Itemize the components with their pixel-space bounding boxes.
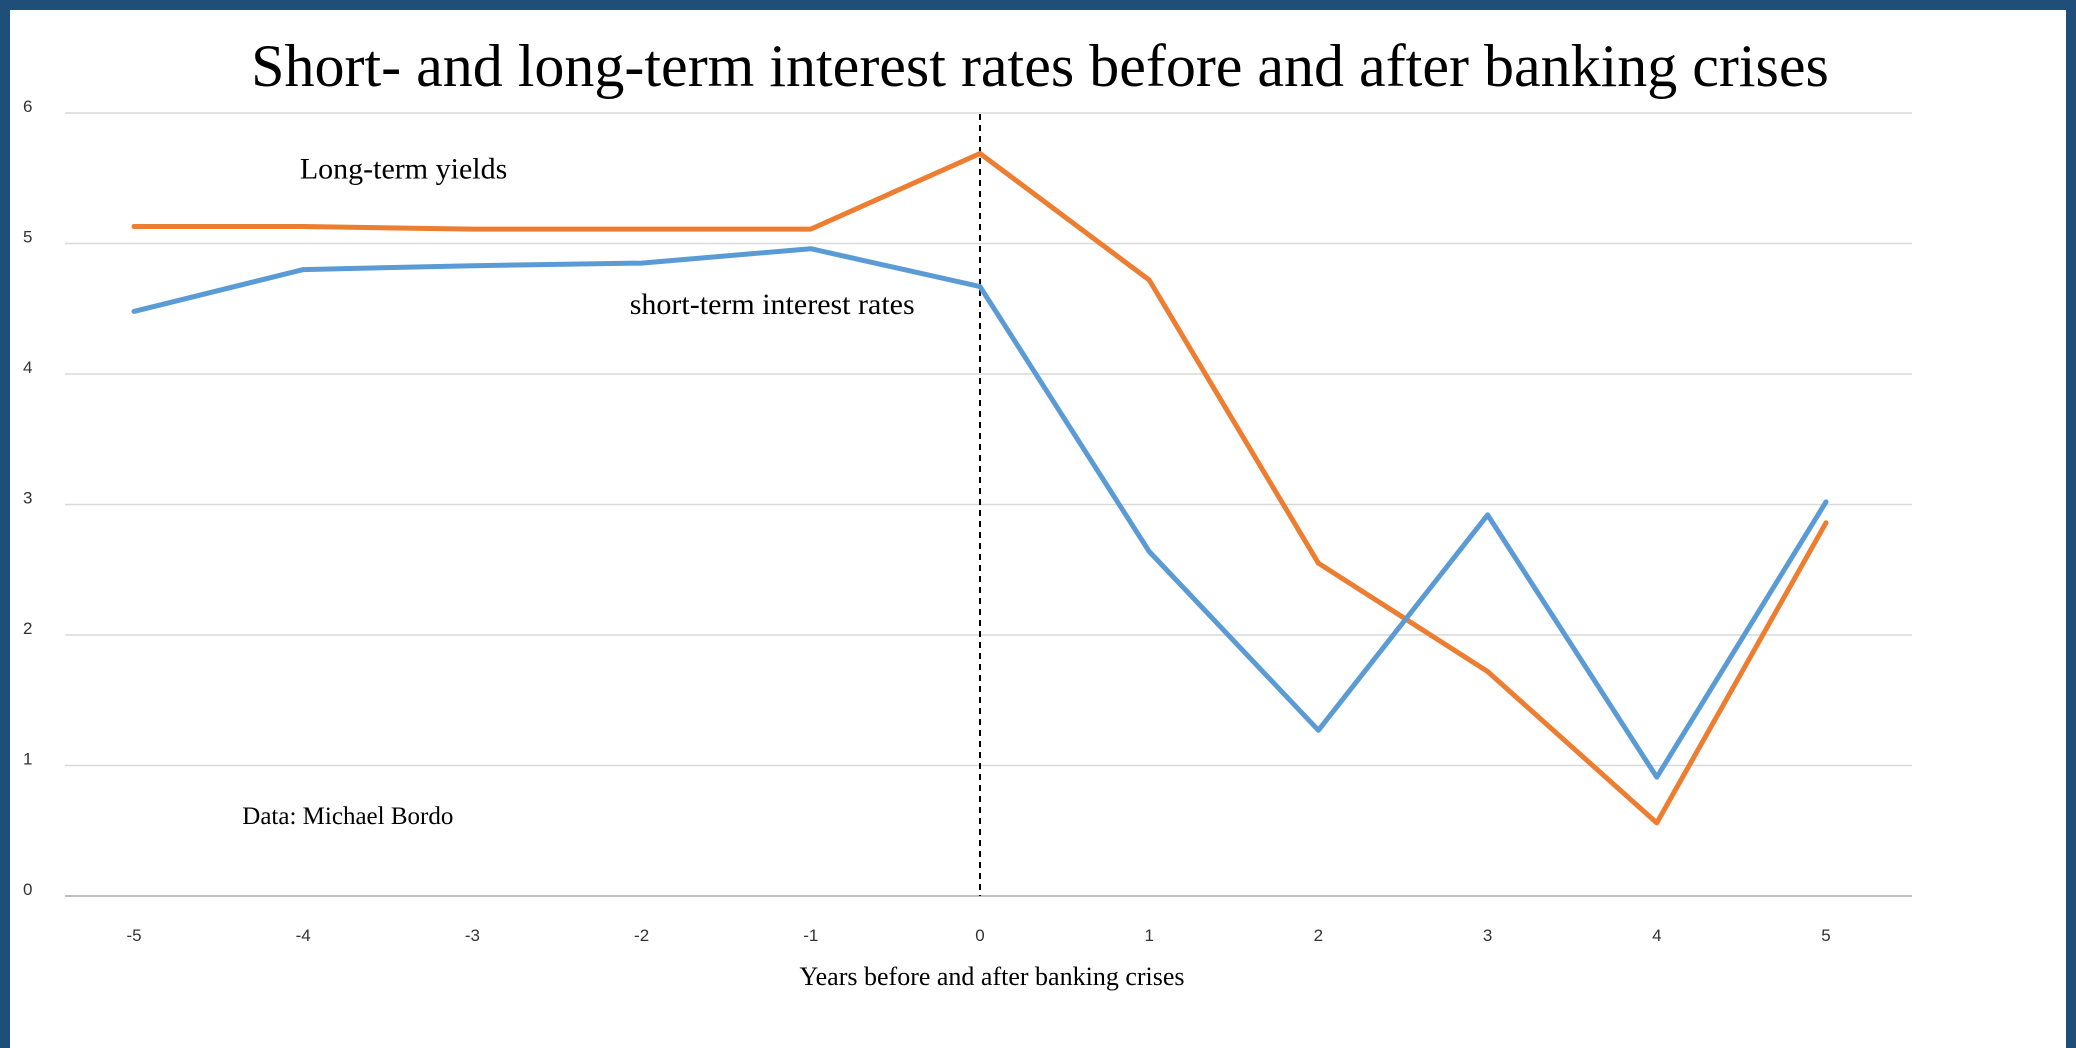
x-tick-label: 1 <box>1144 926 1153 945</box>
x-tick-label: -2 <box>634 926 649 945</box>
x-axis-ticks: -5 -4 -3 -2 -1 0 1 2 3 4 5 <box>126 926 1830 945</box>
x-tick-label: 3 <box>1483 926 1492 945</box>
y-tick-label: 5 <box>23 228 32 247</box>
y-tick-label: 0 <box>23 880 32 899</box>
y-tick-label: 3 <box>23 489 32 508</box>
annotation: Long-term yields <box>300 152 507 185</box>
series-lines <box>131 151 1829 826</box>
chart-title: Short- and long-term interest rates befo… <box>251 33 1829 99</box>
x-tick-label: -5 <box>126 926 141 945</box>
y-tick-label: 4 <box>23 358 32 377</box>
annotation: short-term interest rates <box>630 288 915 321</box>
y-tick-label: 2 <box>23 619 32 638</box>
series-line-1 <box>131 246 1829 780</box>
x-axis-label: Years before and after banking crises <box>799 962 1184 991</box>
y-tick-label: 1 <box>23 750 32 769</box>
x-tick-label: -1 <box>803 926 818 945</box>
y-tick-label: 6 <box>23 97 32 116</box>
chart: Short- and long-term interest rates befo… <box>23 33 1912 991</box>
gridlines <box>65 112 1912 897</box>
y-axis-ticks: 0 1 2 3 4 5 6 <box>23 97 32 899</box>
x-tick-label: 4 <box>1652 926 1661 945</box>
annotation: Data: Michael Bordo <box>242 803 453 830</box>
x-tick-label: 2 <box>1314 926 1323 945</box>
series-line-0 <box>131 151 1829 826</box>
annotations: Long-term yields short-term interest rate… <box>242 152 914 830</box>
x-tick-label: -3 <box>465 926 480 945</box>
chart-frame: Short- and long-term interest rates befo… <box>10 10 2066 1048</box>
x-tick-label: -4 <box>296 926 311 945</box>
x-tick-label: 0 <box>975 926 984 945</box>
x-tick-label: 5 <box>1821 926 1830 945</box>
